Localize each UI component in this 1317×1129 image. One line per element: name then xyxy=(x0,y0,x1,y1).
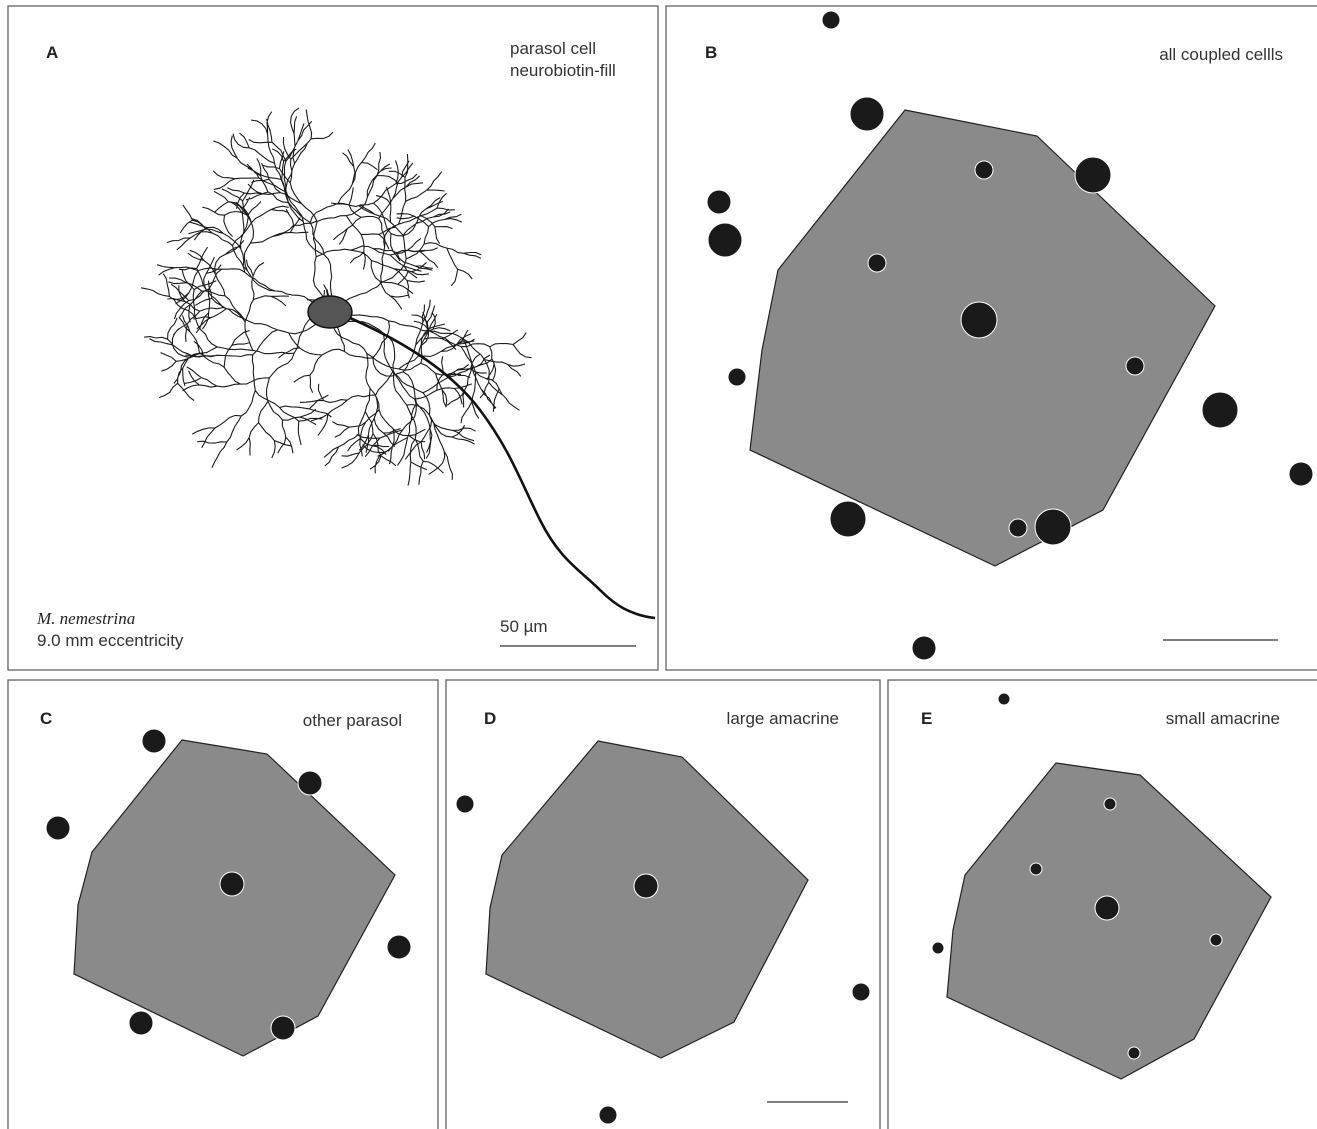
soma xyxy=(308,296,352,328)
panel-label: E xyxy=(921,709,932,728)
panel-title: large amacrine xyxy=(727,709,839,728)
eccentricity: 9.0 mm eccentricity xyxy=(37,631,184,650)
panel-title: other parasol xyxy=(303,711,402,730)
panel-label: C xyxy=(40,709,52,728)
panel-label: D xyxy=(484,709,496,728)
panel-title: parasol cell xyxy=(510,39,596,58)
scale-bar-label: 50 µm xyxy=(500,617,548,636)
figure: A parasol cell neurobiotin-fill M. nemes… xyxy=(0,0,1317,1129)
panel-title: neurobiotin-fill xyxy=(510,61,616,80)
panel-title: small amacrine xyxy=(1166,709,1280,728)
panel-label: A xyxy=(46,43,58,62)
species: M. nemestrina xyxy=(36,609,135,628)
panel-title: all coupled cellls xyxy=(1159,45,1283,64)
panel-label: B xyxy=(705,43,717,62)
